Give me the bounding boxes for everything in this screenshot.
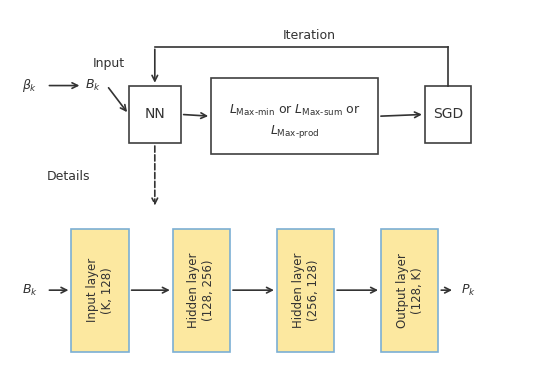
Bar xyxy=(129,86,181,143)
Text: $\beta_k$: $\beta_k$ xyxy=(22,77,38,94)
Text: SGD: SGD xyxy=(433,108,463,121)
Text: Iteration: Iteration xyxy=(283,29,336,42)
Text: NN: NN xyxy=(145,108,165,121)
Text: Details: Details xyxy=(47,170,90,183)
Text: Hidden layer
(256, 128): Hidden layer (256, 128) xyxy=(292,253,319,328)
Text: $B_k$: $B_k$ xyxy=(22,283,38,298)
Bar xyxy=(277,229,334,352)
Bar xyxy=(425,86,471,143)
Bar xyxy=(211,78,378,154)
Bar xyxy=(71,229,129,352)
Text: $B_k$: $B_k$ xyxy=(85,78,101,93)
Text: Output layer
(128, K): Output layer (128, K) xyxy=(396,253,424,328)
Text: Hidden layer
(128, 256): Hidden layer (128, 256) xyxy=(187,253,215,328)
Bar xyxy=(173,229,230,352)
Text: Input layer
(K, 128): Input layer (K, 128) xyxy=(86,258,114,322)
Text: Input: Input xyxy=(93,57,125,70)
Bar xyxy=(381,229,438,352)
Text: $\mathit{L}_\mathrm{Max\text{-}prod}$: $\mathit{L}_\mathrm{Max\text{-}prod}$ xyxy=(270,123,319,140)
Text: $\mathit{L}_\mathrm{Max\text{-}min}$ or $\mathit{L}_\mathrm{Max\text{-}sum}$ or: $\mathit{L}_\mathrm{Max\text{-}min}$ or … xyxy=(229,103,361,118)
Text: $P_k$: $P_k$ xyxy=(461,283,476,298)
